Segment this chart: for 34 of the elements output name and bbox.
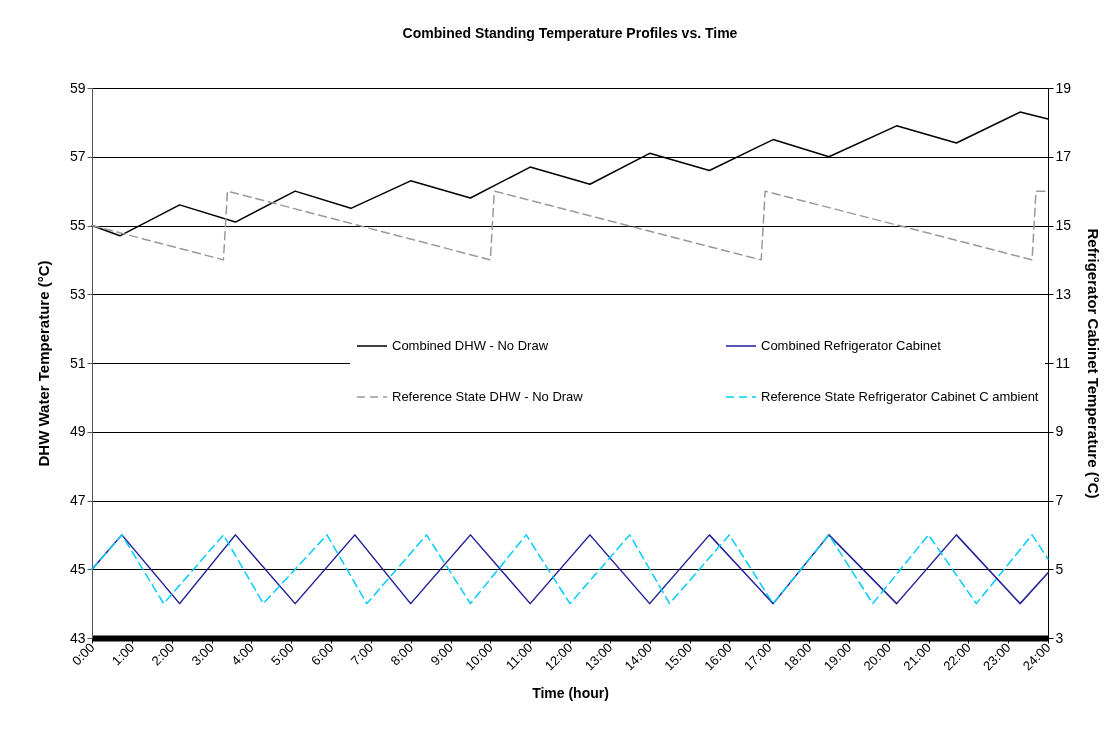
- y-axis-title: DHW Water Temperature (°C): [34, 260, 52, 467]
- x-tick-label: 5:00: [268, 639, 297, 669]
- y-tick-label: 47: [69, 492, 86, 508]
- y-tick-label: 45: [69, 560, 86, 577]
- x-tick-label: 6:00: [307, 639, 337, 669]
- y-tick-label: 55: [69, 217, 86, 233]
- legend-label: Reference State DHW - No Draw: [392, 389, 584, 404]
- y2-tick-label: 11: [1055, 354, 1071, 371]
- x-axis-title: Time (hour): [532, 685, 609, 702]
- legend-label: Combined Refrigerator Cabinet: [761, 338, 942, 353]
- x-tick-label: 7:00: [347, 639, 377, 669]
- x-tick-label: 1:00: [108, 639, 138, 669]
- x-tick-label: 3:00: [188, 639, 217, 669]
- y-tick-label: 43: [69, 629, 86, 646]
- y2-tick-label: 17: [1055, 148, 1072, 165]
- chart-title: Combined Standing Temperature Profiles vs. Time: [402, 25, 738, 41]
- y2-tick-label: 5: [1055, 560, 1064, 577]
- x-tick-label: 9:00: [427, 639, 456, 669]
- y-tick-label: 53: [69, 285, 86, 302]
- y2-tick-label: 13: [1055, 285, 1072, 302]
- x-tick-label: 8:00: [387, 639, 417, 669]
- y2-tick-label: 9: [1055, 423, 1064, 440]
- y-tick-label: 57: [69, 148, 86, 165]
- legend-label: Combined DHW - No Draw: [392, 338, 549, 353]
- y-tick-label: 51: [69, 354, 86, 371]
- x-tick-label: 4:00: [228, 639, 257, 669]
- y2-tick-label: 19: [1055, 79, 1072, 96]
- y2-tick-label: 3: [1055, 629, 1064, 646]
- y2-tick-label: 7: [1055, 492, 1064, 508]
- legend-label: Reference State Refrigerator Cabinet C ambient: [761, 389, 1039, 404]
- y-tick-label: 59: [69, 79, 86, 96]
- y2-tick-label: 15: [1055, 217, 1072, 233]
- y-tick-label: 49: [69, 423, 86, 440]
- y2-axis-title: Refrigerator Cabinet Temperature (°C): [1085, 228, 1103, 499]
